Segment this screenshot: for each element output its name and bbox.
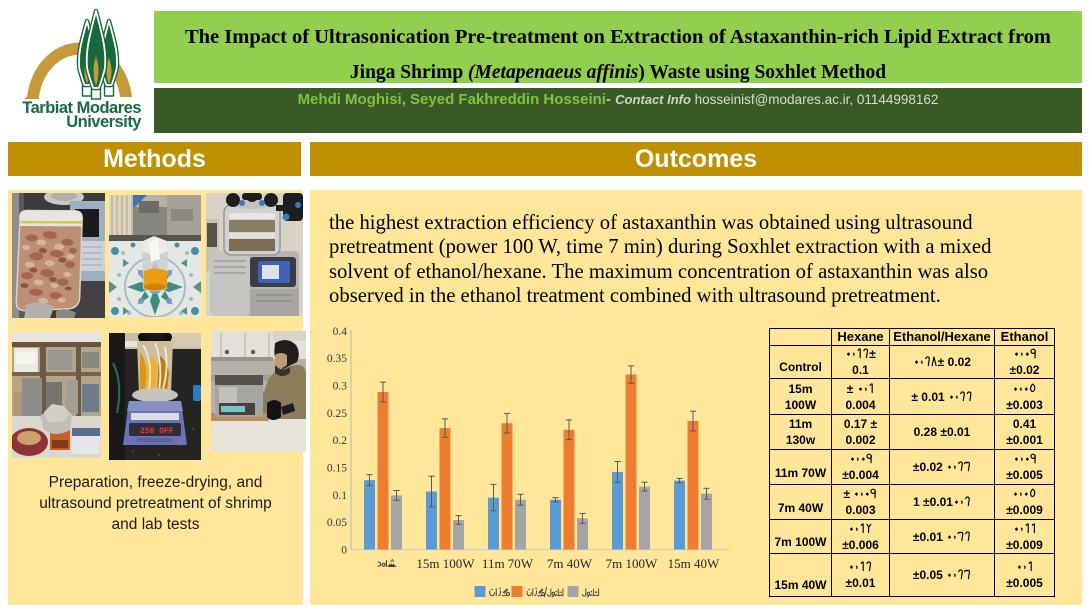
svg-text:7m 40W: 7m 40W [547,556,593,571]
svg-text:15m 40W: 15m 40W [668,556,720,571]
svg-text:0.1: 0.1 [333,490,348,502]
svg-text:University: University [66,113,142,131]
svg-text:0.05: 0.05 [327,517,347,529]
svg-text:0.25: 0.25 [327,408,347,420]
svg-text:0.4: 0.4 [333,326,348,338]
svg-text:0.2: 0.2 [333,435,348,447]
svg-text:0.3: 0.3 [333,381,348,393]
svg-text:15m 100W: 15m 100W [416,556,475,571]
svg-text:0: 0 [341,545,347,557]
svg-text:11m 70W: 11m 70W [482,556,534,571]
svg-text:7m 100W: 7m 100W [606,556,658,571]
svg-text:0.35: 0.35 [327,353,347,365]
svg-text:258 OFF: 258 OFF [140,427,174,436]
svg-text:Tarbiat Modares: Tarbiat Modares [22,99,141,117]
svg-text:0.15: 0.15 [327,463,347,475]
